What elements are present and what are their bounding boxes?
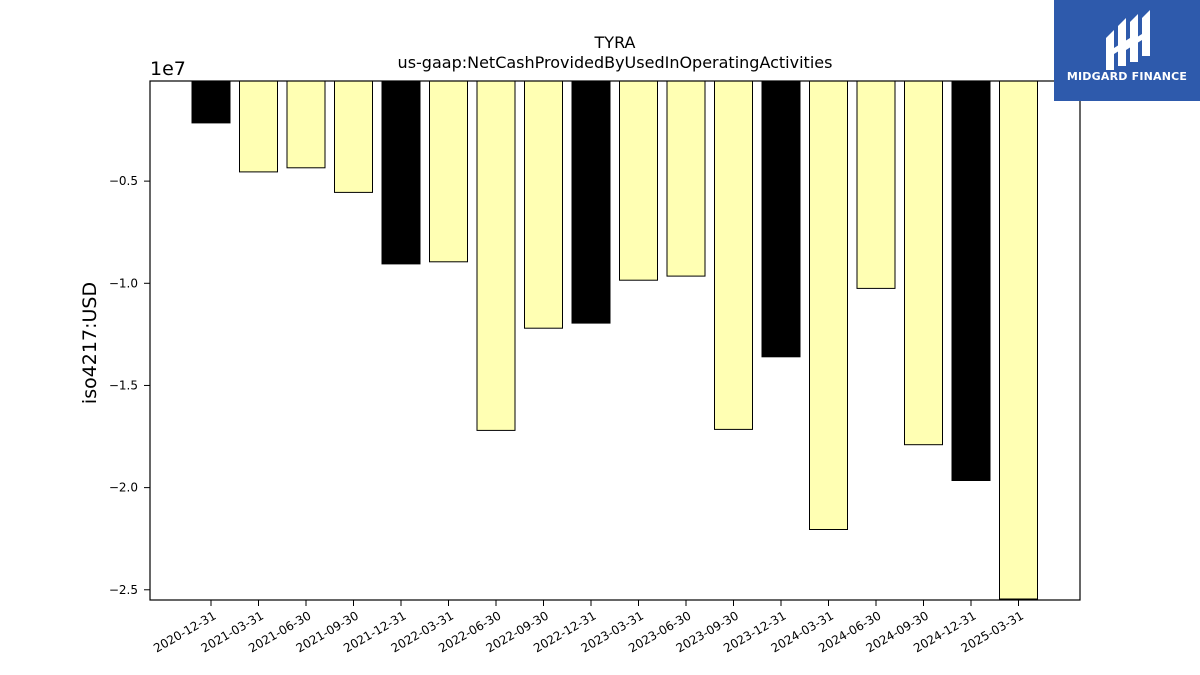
bar-2020-12-31: [191, 80, 231, 124]
bar-2021-09-30: [334, 80, 373, 193]
bar-2023-09-30: [714, 80, 753, 430]
logo-wordmark: MIDGARD FINANCE: [1066, 70, 1188, 83]
bar-2024-06-30: [856, 80, 896, 289]
y-axis-label: iso4217:USD: [79, 282, 101, 404]
bar-2024-09-30: [904, 80, 943, 446]
bar-2024-03-31: [809, 80, 848, 530]
bar-2023-06-30: [666, 80, 706, 277]
chart-title: TYRA: [594, 33, 636, 52]
bar-2022-12-31: [571, 80, 611, 324]
bar-2022-09-30: [524, 80, 563, 329]
bar-2022-03-31: [429, 80, 468, 263]
y-tick-label: −0.5: [109, 174, 138, 188]
bar-2021-12-31: [381, 80, 421, 265]
y-tick-label: −2.5: [109, 583, 138, 597]
logo-icon: [1106, 10, 1150, 70]
y-offset-label: 1e7: [150, 58, 186, 80]
chart-subtitle: us-gaap:NetCashProvidedByUsedInOperating…: [398, 53, 833, 72]
bar-2024-12-31: [951, 80, 991, 481]
x-axis: 2020-12-312021-03-312021-06-302021-09-30…: [151, 600, 1026, 655]
y-tick-label: −2.0: [109, 481, 138, 495]
bar-2023-12-31: [761, 80, 801, 358]
y-axis: −0.5 −1.0 −1.5 −2.0 −2.5: [109, 174, 150, 597]
plot-frame: [149, 80, 1081, 601]
bar-2021-03-31: [239, 80, 278, 173]
y-tick-label: −1.5: [109, 378, 138, 392]
bar-2025-03-31: [999, 80, 1038, 600]
y-tick-label: −1.0: [109, 276, 138, 290]
midgard-finance-logo: MIDGARD FINANCE: [1054, 0, 1200, 101]
bar-2021-06-30: [286, 80, 326, 169]
bars-group: [191, 80, 1038, 600]
bar-2022-06-30: [476, 80, 516, 431]
bar-2023-03-31: [619, 80, 658, 281]
